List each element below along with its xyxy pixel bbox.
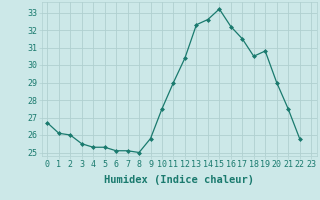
X-axis label: Humidex (Indice chaleur): Humidex (Indice chaleur) [104,175,254,185]
